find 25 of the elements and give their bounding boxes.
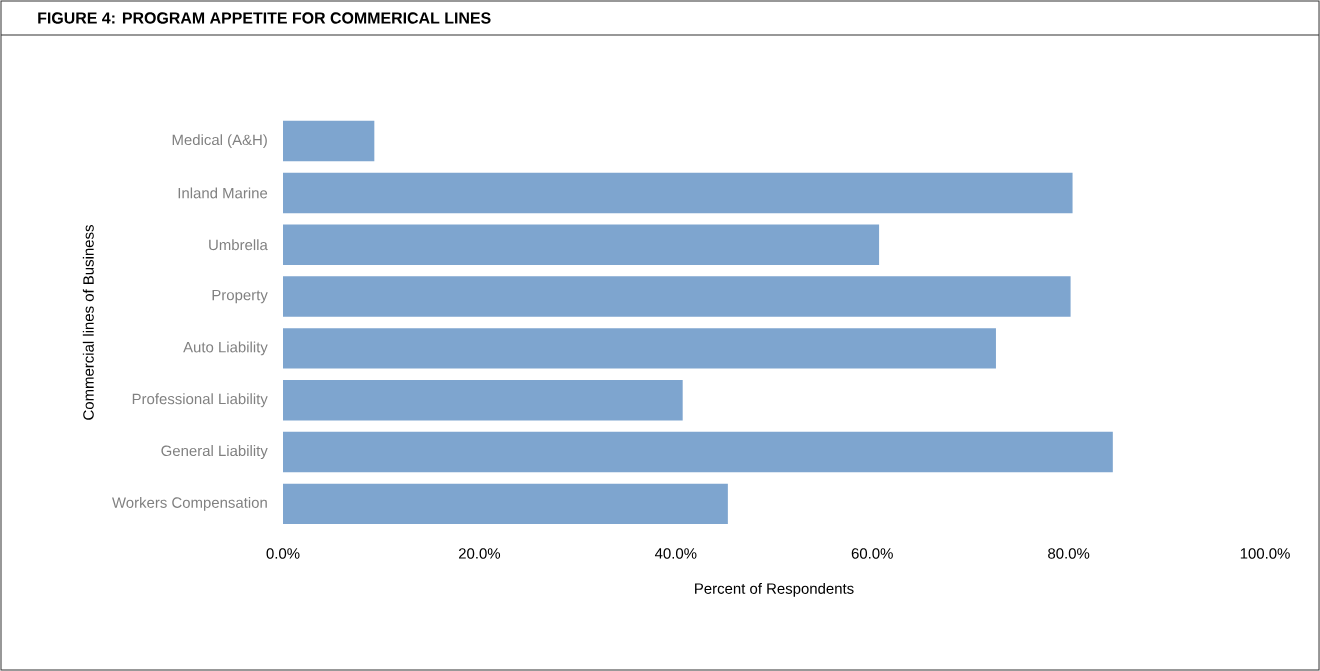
- x-tick-label: 100.0%: [1240, 548, 1290, 559]
- x-axis-title: Percent of Respondents: [695, 582, 854, 597]
- bar: [283, 120, 375, 162]
- bar: [283, 172, 1073, 214]
- bar: [283, 328, 996, 369]
- x-tick-label: 0.0%: [266, 548, 300, 559]
- x-tick-label: 40.0%: [654, 548, 697, 559]
- y-tick-label: General Liability: [161, 445, 268, 460]
- y-tick-label: Umbrella: [209, 239, 268, 251]
- y-tick-label: Workers Compensation: [112, 496, 267, 511]
- x-tick-label: 20.0%: [458, 548, 501, 559]
- y-tick-label: Professional Liability: [132, 393, 268, 408]
- bar: [283, 380, 683, 421]
- bar: [283, 431, 1113, 473]
- chart-title: FIGURE 4: PROGRAM APPETITE FOR COMMERICAL LINES: [38, 12, 491, 24]
- bar: [283, 276, 1071, 317]
- y-tick-label: Property: [212, 289, 268, 304]
- y-tick-label: Inland Marine: [178, 187, 268, 199]
- bar: [283, 224, 880, 265]
- y-tick-label: Auto Liability: [183, 341, 268, 356]
- x-tick-label: 80.0%: [1048, 548, 1090, 559]
- y-axis-title: Commercial lines of Business: [82, 225, 94, 420]
- y-tick-label: Medical (A&H): [172, 134, 267, 149]
- x-tick-label: 60.0%: [851, 548, 893, 559]
- bar: [283, 483, 728, 525]
